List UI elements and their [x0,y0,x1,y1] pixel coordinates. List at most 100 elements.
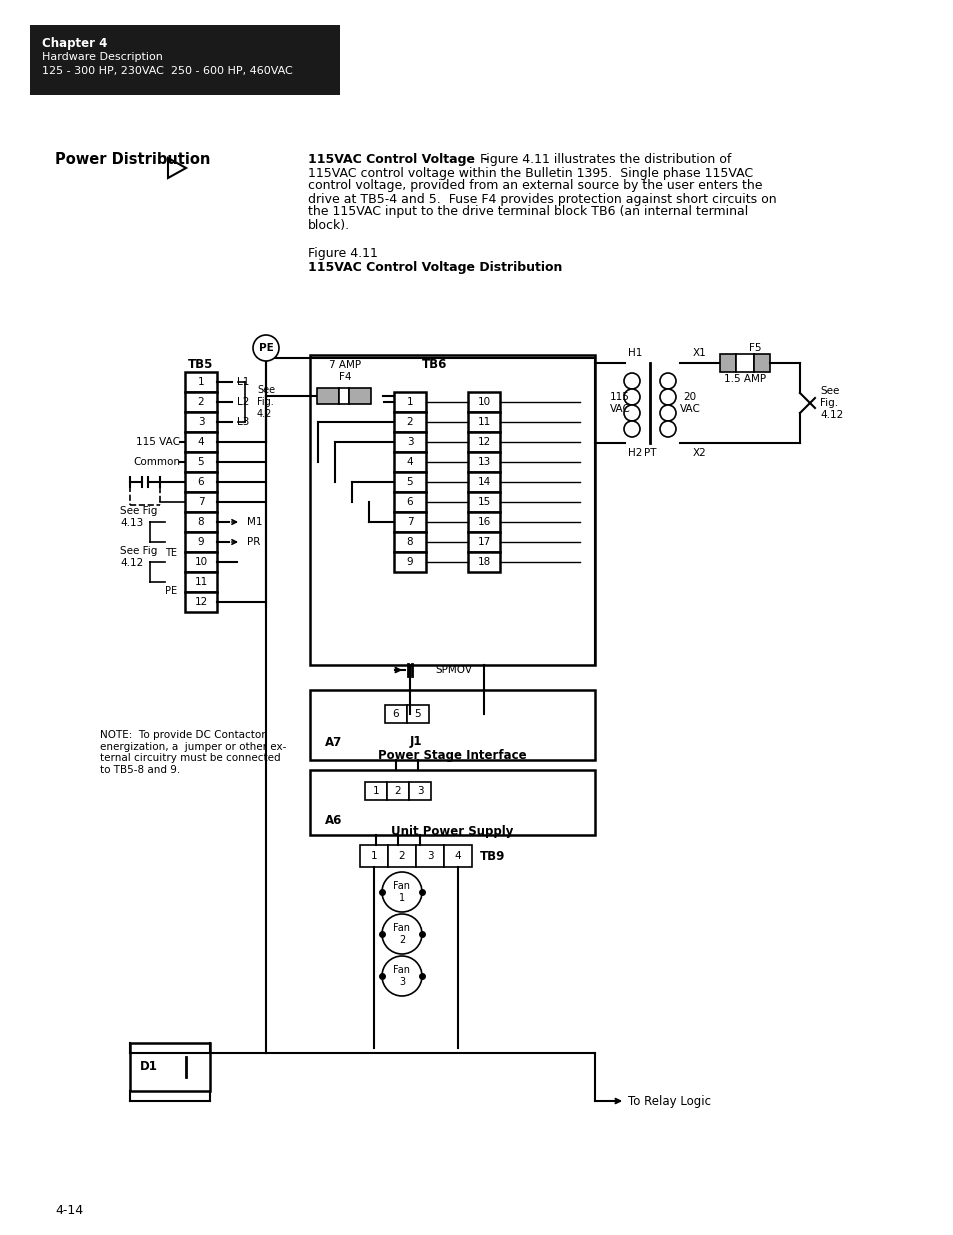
Text: 5: 5 [197,457,204,467]
Text: 5: 5 [406,477,413,487]
Text: 115VAC Control Voltage  -: 115VAC Control Voltage - [308,153,488,167]
Text: M1: M1 [247,517,262,527]
Text: 8: 8 [406,537,413,547]
Text: 12: 12 [194,597,208,606]
Bar [468,532,499,552]
Text: 1: 1 [373,785,379,797]
Bar [394,532,426,552]
Bar [310,354,595,664]
Text: X2: X2 [693,448,706,458]
Text: 7 AMP
F4: 7 AMP F4 [329,361,360,382]
Text: L2: L2 [236,396,249,408]
Text: Common: Common [132,457,180,467]
Text: 14: 14 [476,477,490,487]
Text: TE: TE [165,548,177,558]
Text: 6: 6 [406,496,413,508]
Text: NOTE:  To provide DC Contactor
energization, a  jumper or other ex-
ternal circu: NOTE: To provide DC Contactor energizati… [100,730,286,774]
Text: H1: H1 [627,348,641,358]
Bar [468,452,499,472]
Bar [409,782,431,800]
Circle shape [381,914,421,953]
Bar [394,472,426,492]
Bar [185,572,216,592]
Circle shape [623,373,639,389]
Text: See
Fig.
4.12: See Fig. 4.12 [820,387,842,420]
Text: L1: L1 [236,377,249,387]
Bar [310,690,595,760]
Text: the 115VAC input to the drive terminal block TB6 (an internal terminal: the 115VAC input to the drive terminal b… [308,205,747,219]
Text: 9: 9 [197,537,204,547]
Text: 3: 3 [406,437,413,447]
Text: PR: PR [247,537,260,547]
Text: 9: 9 [406,557,413,567]
Text: See
Fig.
4.2: See Fig. 4.2 [256,385,274,419]
Text: TB9: TB9 [479,850,505,862]
Text: Figure 4.11: Figure 4.11 [308,247,377,259]
Text: X1: X1 [693,348,706,358]
Text: TB5: TB5 [188,358,213,372]
Text: 2: 2 [398,851,405,861]
Text: 3: 3 [416,785,423,797]
Text: 2: 2 [406,417,413,427]
Text: See Fig
4.12: See Fig 4.12 [120,546,157,568]
Text: 4: 4 [197,437,204,447]
Text: 3: 3 [197,417,204,427]
Bar [468,552,499,572]
Bar [468,492,499,513]
Bar [394,552,426,572]
Bar [185,592,216,613]
Text: 11: 11 [476,417,490,427]
Text: drive at TB5-4 and 5.  Fuse F4 provides protection against short circuits on: drive at TB5-4 and 5. Fuse F4 provides p… [308,193,776,205]
Circle shape [659,389,676,405]
Text: 115VAC control voltage within the Bulletin 1395.  Single phase 115VAC: 115VAC control voltage within the Bullet… [308,167,752,179]
Bar [185,513,216,532]
Bar [359,845,388,867]
Bar [394,412,426,432]
Bar [385,705,407,722]
Bar [394,391,426,412]
Text: 7: 7 [406,517,413,527]
Bar [316,388,338,404]
Text: D1: D1 [140,1061,157,1073]
Bar [185,472,216,492]
Circle shape [623,389,639,405]
Text: PE: PE [165,585,177,597]
Text: 3: 3 [426,851,433,861]
Bar [185,391,216,412]
Text: 13: 13 [476,457,490,467]
Bar [416,845,443,867]
Text: 4: 4 [406,457,413,467]
Text: SPMOV: SPMOV [435,664,472,676]
Circle shape [659,405,676,421]
Bar [468,472,499,492]
Text: block).: block). [308,219,350,231]
Text: J1: J1 [410,736,422,748]
Bar [468,432,499,452]
Bar [185,432,216,452]
Bar [468,513,499,532]
Bar [185,492,216,513]
Text: 2: 2 [395,785,401,797]
Bar [394,513,426,532]
Text: Chapter 4: Chapter 4 [42,37,108,49]
Text: 10: 10 [194,557,208,567]
Bar [185,552,216,572]
Text: Fan
2: Fan 2 [393,924,410,945]
Text: 4-14: 4-14 [55,1203,83,1216]
Text: Figure 4.11 illustrates the distribution of: Figure 4.11 illustrates the distribution… [476,153,731,167]
Text: 10: 10 [476,396,490,408]
Bar [130,1044,210,1091]
Text: 1: 1 [371,851,377,861]
Bar [468,391,499,412]
Text: See Fig
4.13: See Fig 4.13 [120,506,157,527]
Bar [468,412,499,432]
Bar [185,532,216,552]
Bar [387,782,409,800]
Text: 17: 17 [476,537,490,547]
Text: Hardware Description: Hardware Description [42,52,163,62]
Bar [735,354,753,372]
Text: 20
VAC: 20 VAC [679,393,700,414]
Circle shape [659,373,676,389]
Bar [394,492,426,513]
Text: 15: 15 [476,496,490,508]
